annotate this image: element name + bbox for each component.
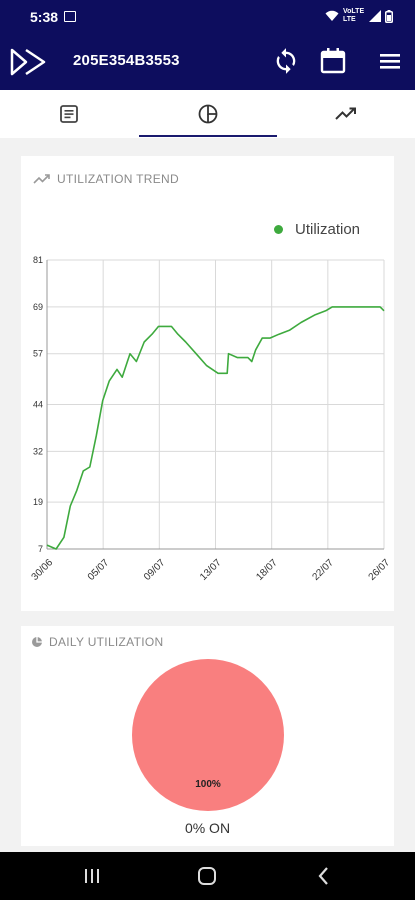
daily-card-title: DAILY UTILIZATION	[49, 635, 164, 649]
x-tick-label: 18/07	[254, 557, 280, 583]
y-tick-label: 19	[33, 497, 43, 507]
pie-chart-icon	[32, 637, 42, 647]
calendar-icon	[320, 48, 346, 74]
tab-bar	[0, 90, 415, 138]
tab-utilization[interactable]	[139, 90, 277, 138]
fast-forward-logo-icon	[10, 48, 46, 76]
utilization-trend-card: UTILIZATION TREND Utilization 30/06 05/07…	[21, 156, 394, 611]
x-tick-label: 05/07	[86, 557, 112, 583]
trend-card-title: UTILIZATION TREND	[57, 172, 179, 186]
signal-icon	[369, 10, 381, 22]
pie-slice	[132, 659, 284, 811]
menu-button[interactable]	[378, 47, 406, 75]
battery-icon	[385, 9, 393, 23]
pie-chart-icon	[198, 104, 218, 124]
trending-up-icon	[33, 174, 50, 184]
trend-card-header: UTILIZATION TREND	[33, 172, 179, 186]
trending-up-icon	[335, 107, 356, 120]
chart-legend: Utilization	[274, 221, 360, 238]
daily-utilization-pie-chart: 100%	[132, 659, 284, 811]
hamburger-menu-icon	[380, 54, 400, 69]
y-tick-label: 69	[33, 302, 43, 312]
back-button[interactable]	[312, 864, 336, 888]
status-indicators: VoLTE LTE	[325, 8, 393, 24]
back-icon	[318, 867, 328, 885]
legend-swatch	[274, 225, 283, 234]
tab-trend[interactable]	[277, 90, 415, 138]
home-icon	[198, 867, 216, 885]
sync-icon	[276, 48, 296, 74]
x-tick-label: 30/06	[30, 557, 56, 583]
y-tick-label: 81	[33, 255, 43, 265]
calendar-button[interactable]	[320, 47, 348, 75]
sync-button[interactable]	[272, 47, 300, 75]
status-time: 5:38	[30, 9, 59, 25]
recents-button[interactable]	[80, 864, 104, 888]
network-label: VoLTE LTE	[343, 8, 365, 23]
pie-caption: 0% ON	[184, 820, 231, 836]
utilization-line-chart: 30/06 05/07 09/07 13/07 18/07 22/07 26/07 7 19 32…	[30, 255, 393, 583]
tab-details[interactable]	[0, 90, 138, 138]
recents-icon	[85, 869, 99, 883]
x-tick-label: 26/07	[367, 557, 393, 583]
utilization-series-line	[46, 306, 385, 550]
status-bar: 5:38 VoLTE LTE	[0, 0, 415, 34]
document-icon	[60, 105, 78, 123]
daily-card-header: DAILY UTILIZATION	[31, 635, 163, 649]
legend-label: Utilization	[295, 221, 361, 238]
pie-slice-label: 100%	[195, 779, 221, 790]
y-tick-label: 44	[33, 400, 43, 410]
system-navigation-bar	[0, 852, 415, 900]
y-tick-label: 57	[33, 349, 43, 359]
device-id-title: 205E354B3553	[73, 52, 180, 69]
home-button[interactable]	[195, 864, 219, 888]
gallery-icon	[64, 11, 76, 22]
y-tick-label: 7	[38, 544, 43, 554]
app-bar: 205E354B3553	[0, 34, 415, 90]
wifi-icon	[325, 10, 339, 21]
tab-indicator	[139, 135, 277, 137]
x-tick-label: 09/07	[142, 557, 168, 583]
y-tick-label: 32	[33, 446, 43, 456]
x-tick-label: 13/07	[198, 557, 224, 583]
daily-utilization-card: DAILY UTILIZATION 100% 0% ON	[21, 626, 394, 846]
x-tick-label: 22/07	[310, 557, 336, 583]
